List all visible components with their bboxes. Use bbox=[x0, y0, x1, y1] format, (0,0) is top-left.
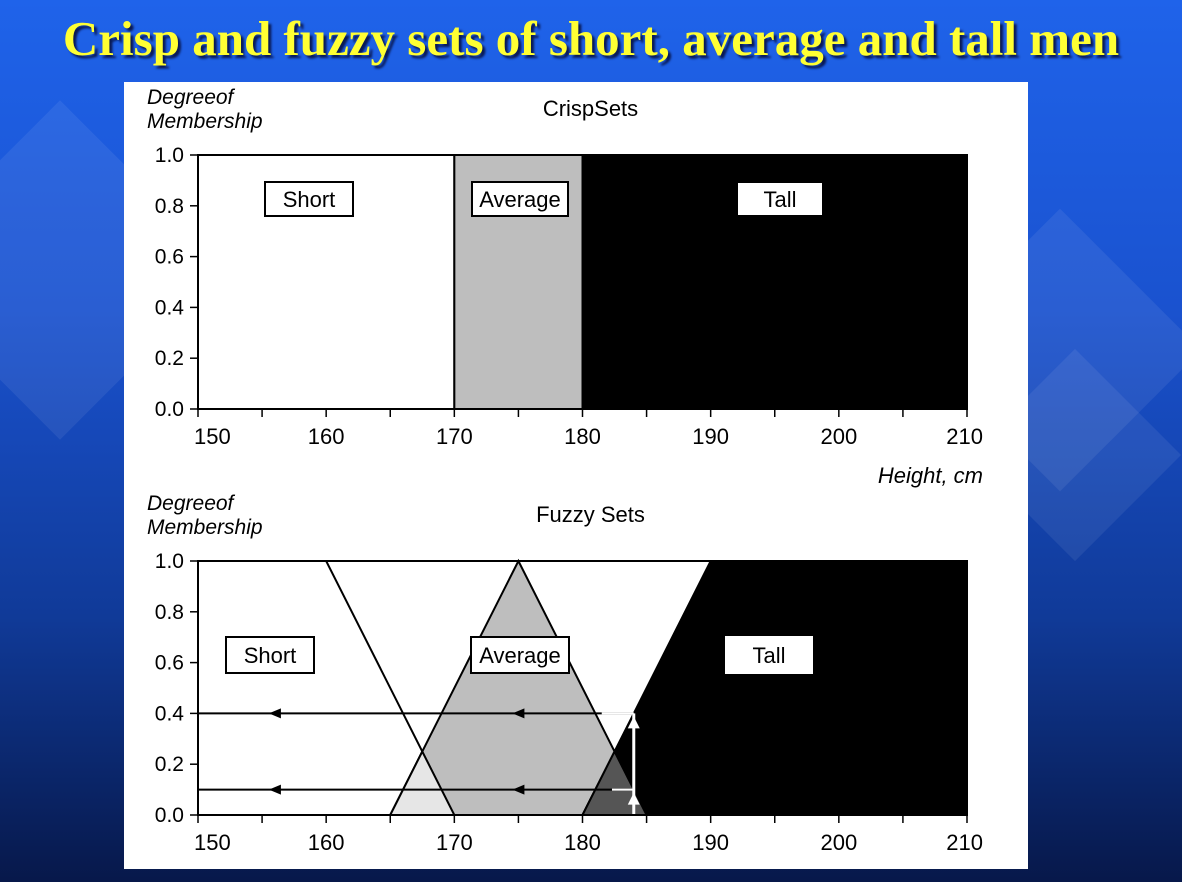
chart-panel: 0.0 0.2 0.4 0.6 0.8 1.0 150 160 170 180 190 200 210 D… bbox=[124, 82, 1028, 869]
series-tall-label: Tall bbox=[763, 187, 796, 212]
y-tick-label: 0.4 bbox=[155, 702, 185, 725]
x-tick-label: 160 bbox=[308, 830, 345, 855]
x-tick-label: 180 bbox=[564, 830, 601, 855]
y-tick-label: 0.4 bbox=[155, 296, 185, 319]
membership-arrow-left bbox=[512, 708, 525, 719]
series-average-label: Average bbox=[479, 643, 561, 668]
x-tick-label: 160 bbox=[308, 424, 345, 449]
y-axis-label: Degreeof bbox=[147, 492, 236, 515]
series-tall-label-box bbox=[736, 181, 824, 217]
x-tick-label: 150 bbox=[194, 830, 231, 855]
x-tick-label: 200 bbox=[820, 424, 857, 449]
charts-svg: 0.0 0.2 0.4 0.6 0.8 1.0 150 160 170 180 190 200 210 D… bbox=[147, 86, 983, 855]
membership-arrow-left bbox=[268, 708, 281, 719]
y-tick-label: 0.0 bbox=[155, 804, 184, 827]
y-tick-label: 1.0 bbox=[155, 550, 184, 573]
x-tick-label: 170 bbox=[436, 830, 473, 855]
series-short-label: Short bbox=[283, 187, 336, 212]
x-tick-label: 210 bbox=[946, 424, 983, 449]
y-axis-label: Membership bbox=[147, 110, 263, 133]
chart-title: CrispSets bbox=[543, 96, 638, 121]
series-short-label-box bbox=[225, 636, 315, 674]
fuzzy-sets-chart: 0.0 0.2 0.4 0.6 0.8 1.0 150 160 170 180 190 200 210 D… bbox=[147, 492, 983, 855]
y-tick-label: 0.2 bbox=[155, 347, 184, 370]
series-average-label: Average bbox=[479, 187, 561, 212]
x-tick-label: 170 bbox=[436, 424, 473, 449]
series-tall-area bbox=[580, 560, 968, 816]
x-tick-label: 210 bbox=[946, 830, 983, 855]
x-axis-label: Height, cm bbox=[878, 463, 983, 488]
y-tick-label: 0.8 bbox=[155, 601, 184, 624]
y-axis-label: Membership bbox=[147, 516, 263, 539]
y-tick-label: 0.6 bbox=[155, 652, 184, 675]
series-short-label-box bbox=[264, 181, 354, 217]
y-axis-label: Degreeof bbox=[147, 86, 236, 109]
x-tick-label: 190 bbox=[692, 830, 729, 855]
x-tick-label: 190 bbox=[692, 424, 729, 449]
x-tick-label: 200 bbox=[820, 830, 857, 855]
series-short-label: Short bbox=[244, 643, 297, 668]
chart-title: Fuzzy Sets bbox=[536, 502, 645, 527]
x-tick-label: 150 bbox=[194, 424, 231, 449]
series-tall-label: Tall bbox=[752, 643, 785, 668]
y-tick-label: 1.0 bbox=[155, 144, 184, 167]
y-tick-label: 0.8 bbox=[155, 195, 184, 218]
y-tick-label: 0.2 bbox=[155, 753, 184, 776]
x-tick-label: 180 bbox=[564, 424, 601, 449]
slide-title: Crisp and fuzzy sets of short, average a… bbox=[62, 11, 1120, 66]
crisp-sets-chart: 0.0 0.2 0.4 0.6 0.8 1.0 150 160 170 180 190 200 210 D… bbox=[147, 86, 983, 488]
series-average-label-box bbox=[470, 636, 570, 674]
y-tick-label: 0.0 bbox=[155, 398, 184, 421]
series-average-label-box bbox=[471, 181, 569, 217]
membership-arrow-left bbox=[512, 784, 525, 795]
y-tick-label: 0.6 bbox=[155, 246, 184, 269]
series-tall-label-box bbox=[725, 636, 813, 674]
membership-arrow-left bbox=[268, 784, 281, 795]
